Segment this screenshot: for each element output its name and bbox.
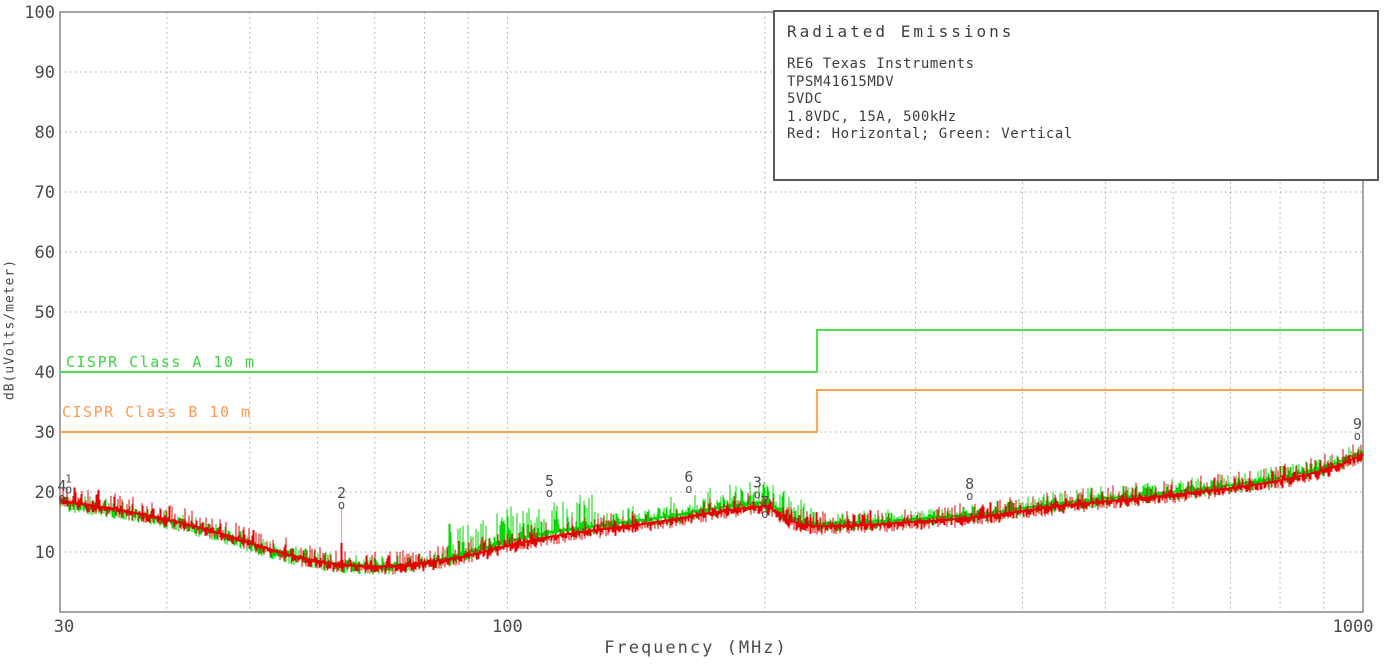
- y-tick-100: 100: [24, 3, 55, 23]
- info-line-lab: RE6 Texas Instruments: [787, 56, 975, 72]
- marker-number-1: 1: [65, 473, 72, 486]
- y-tick-10: 10: [35, 543, 55, 563]
- marker-number-6: 6: [684, 468, 693, 486]
- y-tick-30: 30: [35, 423, 55, 443]
- marker-number-8: 8: [965, 475, 974, 493]
- marker-point-2: o: [338, 498, 345, 512]
- marker-number-3: 3: [753, 473, 762, 491]
- limit-line-class-a: [60, 329, 1363, 373]
- info-line-input: 5VDC: [787, 91, 823, 107]
- info-box-title: Radiated Emissions: [787, 22, 1015, 41]
- marker-point-6: o: [685, 482, 692, 496]
- marker-number-4: 4: [57, 477, 66, 495]
- info-line-output: 1.8VDC, 15A, 500kHz: [787, 108, 957, 125]
- marker-point-3: o: [754, 487, 761, 501]
- y-tick-60: 60: [35, 243, 55, 263]
- trace-horizontal: [59, 444, 1364, 575]
- marker-number-7: 7: [760, 493, 769, 511]
- marker-point-9: o: [1354, 429, 1361, 443]
- info-line-device: TPSM41615MDV: [787, 73, 895, 90]
- x-tick-30: 30: [54, 617, 74, 637]
- marker-point-1: o: [65, 483, 72, 497]
- info-box: Radiated Emissions RE6 Texas Instruments…: [773, 10, 1379, 181]
- marker-point-4: o: [58, 491, 65, 505]
- y-axis-title: dB(uVolts/meter): [2, 258, 18, 401]
- marker-point-7: o: [761, 507, 768, 521]
- x-tick-100: 100: [492, 617, 523, 637]
- y-tick-50: 50: [35, 303, 55, 323]
- x-axis-title: Frequency (MHz): [604, 638, 788, 658]
- limit-line-class-b: [60, 389, 1363, 433]
- plot-border: [59, 11, 1364, 613]
- x-tick-1000: 1000: [1333, 617, 1374, 637]
- marker-point-5: o: [546, 486, 553, 500]
- y-tick-80: 80: [35, 123, 55, 143]
- cispr-class-a-label: CISPR Class A 10 m: [66, 353, 256, 371]
- marker-number-2: 2: [337, 484, 346, 502]
- cispr-class-b-label: CISPR Class B 10 m: [62, 403, 252, 421]
- marker-number-5: 5: [545, 472, 554, 490]
- info-line-legend: Red: Horizontal; Green: Vertical: [787, 126, 1073, 142]
- y-tick-90: 90: [35, 63, 55, 83]
- marker-number-9: 9: [1353, 415, 1362, 433]
- y-tick-40: 40: [35, 363, 55, 383]
- y-tick-20: 20: [35, 483, 55, 503]
- marker-point-8: o: [966, 489, 973, 503]
- y-tick-70: 70: [35, 183, 55, 203]
